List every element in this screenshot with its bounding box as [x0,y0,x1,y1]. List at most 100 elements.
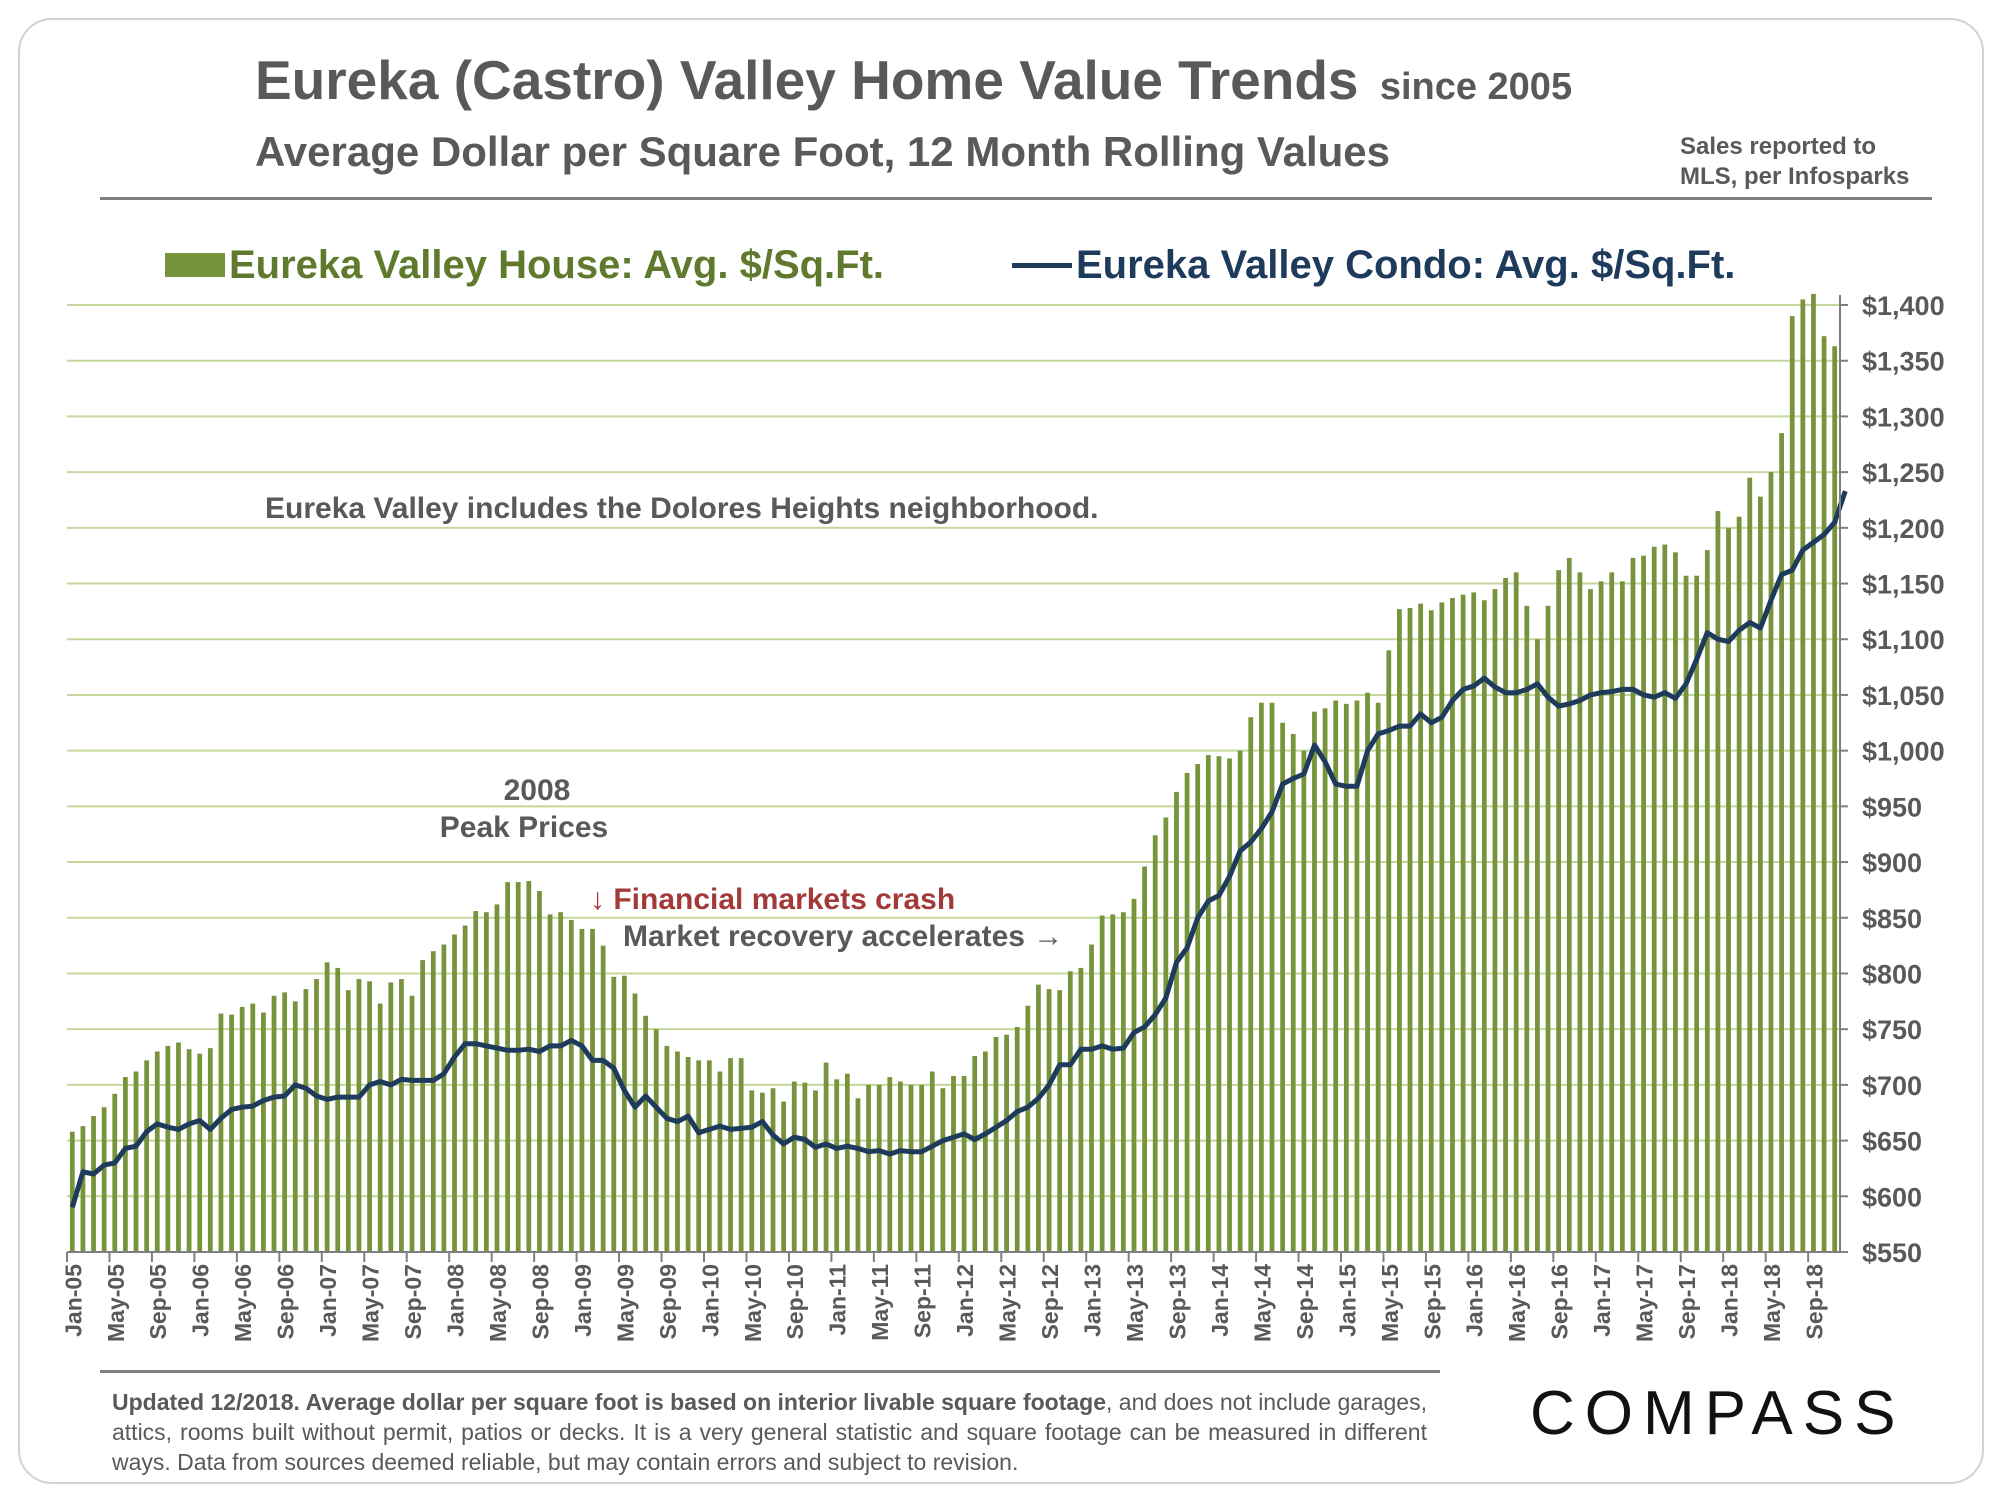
house-bar [1588,589,1593,1252]
house-bar [1757,496,1763,1252]
house-bar [218,1013,224,1252]
annotation-crash: ↓ Financial markets crash [590,883,955,916]
house-bar [292,1001,298,1252]
house-bar [908,1084,914,1252]
house-bar [144,1060,150,1252]
annotation-neighborhood: Eureka Valley includes the Dolores Heigh… [265,492,1099,525]
house-bar [1651,546,1657,1252]
house-bar [430,951,436,1252]
house-bar [760,1092,765,1252]
house-bar [823,1062,829,1252]
house-bar [388,982,394,1252]
annotation-peak-year: 2008 [504,774,571,807]
house-bar [749,1090,755,1252]
house-bar [1089,944,1094,1252]
house-bar [356,979,362,1252]
house-bar [1439,602,1445,1252]
x-tick-label: Jan-11 [825,1264,851,1336]
house-bar [961,1075,967,1252]
house-bar [929,1071,935,1252]
house-bar [1057,990,1063,1252]
house-bar [1619,581,1625,1252]
house-bar [1535,639,1540,1252]
x-tick-label: Jan-15 [1334,1264,1360,1337]
x-tick-label: Jan-16 [1462,1264,1488,1337]
house-bar [1248,717,1254,1252]
house-bar [483,912,489,1252]
house-bar [441,944,447,1252]
legend-condo-label: Eureka Valley Condo: Avg. $/Sq.Ft. [1076,242,1736,287]
house-bar [1492,589,1498,1252]
house-bar [1556,570,1562,1252]
house-bar [229,1014,234,1252]
y-tick-label: $800 [1862,959,1922,989]
house-bar [919,1084,925,1252]
house-bar [207,1048,213,1252]
house-bar [1779,433,1784,1252]
house-bar [420,960,426,1252]
house-bar [1789,316,1795,1252]
chart-plot: $550 $600 $650 $700 $750 $800 $850 $900 $950 $1,0… [60,291,1945,1342]
house-bar [452,934,457,1252]
compass-logo: COMPASS [1530,1379,1906,1448]
house-bar [1673,552,1678,1252]
house-bar [1683,575,1689,1252]
y-tick-label: $650 [1862,1127,1922,1157]
house-bar [611,976,617,1252]
house-bar [1598,581,1604,1252]
x-tick-label: Sep-14 [1292,1264,1318,1340]
house-bar [1322,708,1328,1252]
house-bar [123,1077,128,1252]
legend-condo: Eureka Valley Condo: Avg. $/Sq.Ft. [1012,240,1735,290]
house-bar [866,1084,871,1252]
house-bar [621,975,627,1252]
house-bar [282,992,288,1252]
x-tick-label: Jan-12 [952,1264,978,1337]
house-bar [1811,293,1816,1252]
house-bar [1375,702,1381,1252]
house-bar [154,1051,160,1252]
y-tick-label: $1,250 [1862,458,1945,488]
house-bar [1216,756,1222,1252]
house-bar [1237,750,1243,1252]
house-bars [69,293,1838,1252]
house-bar [982,1051,988,1252]
house-bar [1471,592,1477,1252]
house-bar [537,891,542,1252]
x-tick-label: Sep-05 [145,1264,171,1340]
x-tick-label: Jan-18 [1717,1264,1743,1337]
house-bar [462,925,468,1252]
x-tick-label: May-06 [230,1264,256,1342]
house-bar [1747,477,1753,1252]
house-bar [1736,516,1742,1252]
house-bar [1290,733,1296,1252]
house-bar [1004,1034,1009,1252]
house-bar [972,1055,978,1252]
legend-house-label: Eureka Valley House: Avg. $/Sq.Ft. [229,242,885,287]
house-bar [409,995,415,1252]
y-tick-label: $1,400 [1862,291,1945,321]
house-bar [1014,1026,1020,1252]
annotation-recovery: Market recovery accelerates → [623,920,1063,953]
x-tick-label: Jan-13 [1080,1264,1106,1337]
house-bar [1184,772,1190,1252]
house-bar [303,989,309,1252]
house-bar [791,1081,797,1252]
x-tick-label: May-12 [995,1264,1021,1342]
house-bar [1832,346,1838,1252]
house-bar [1142,866,1147,1252]
x-tick-labels: Jan-05 May-05 Sep-05 Jan-06 May-06 Sep-06 Jan-… [60,1264,1827,1342]
house-bar [1227,758,1232,1252]
house-bar [1566,557,1572,1252]
x-tick-label: Sep-16 [1547,1264,1573,1339]
house-bar [335,967,341,1252]
x-tick-label: Sep-11 [910,1264,936,1338]
house-bar [1800,299,1806,1252]
house-bar [165,1045,171,1252]
house-bar [1258,702,1264,1252]
y-tick-label: $1,050 [1862,681,1945,711]
house-bar [1481,600,1487,1252]
house-bar [1120,912,1126,1252]
house-bar [1333,700,1339,1252]
y-tick-label: $600 [1862,1182,1922,1212]
